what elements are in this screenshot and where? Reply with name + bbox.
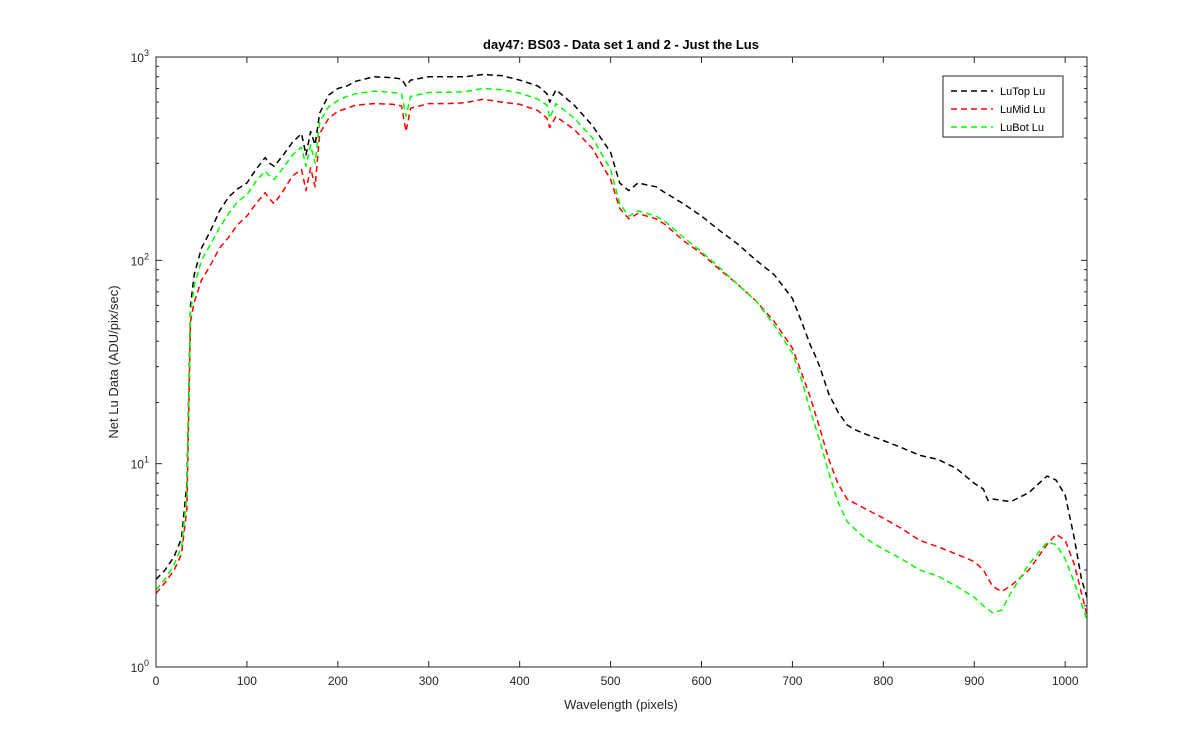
x-tick-label: 400 (510, 674, 530, 688)
y-axis-title: Net Lu Data (ADU/pix/sec) (106, 285, 121, 438)
legend-entries: LuTop Lu LuMid Lu LuBot Lu (951, 86, 1045, 134)
series-line-1 (155, 98, 1088, 616)
legend-label: LuMid Lu (1000, 104, 1045, 116)
legend-label: LuTop Lu (1000, 86, 1045, 98)
y-tick-label: 101 (131, 455, 149, 472)
x-tick-label: 200 (328, 674, 348, 688)
y-tick-label: 102 (131, 251, 149, 268)
x-tick-label: 1000 (1052, 674, 1079, 688)
x-tick-label: 500 (601, 674, 621, 688)
chart-title: day47: BS03 - Data set 1 and 2 - Just th… (483, 37, 759, 52)
series-line-2 (155, 87, 1088, 621)
x-axis-title: Wavelength (pixels) (564, 697, 678, 712)
axes-box (155, 56, 1088, 668)
y-tick-label: 103 (131, 48, 149, 65)
x-tick-label: 100 (237, 674, 257, 688)
legend: LuTop Lu LuMid Lu LuBot Lu (942, 75, 1064, 138)
tick-layer: 0 100 200 300 400 500 600 700 800 900 1000 100 101 10… (131, 48, 1087, 688)
x-tick-label: 0 (153, 674, 160, 688)
y-tick-label: 100 (131, 658, 149, 675)
series-line-0 (155, 73, 1088, 598)
x-tick-label: 900 (964, 674, 984, 688)
x-tick-label: 700 (782, 674, 802, 688)
legend-label: LuBot Lu (1000, 122, 1044, 134)
x-tick-label: 300 (419, 674, 439, 688)
plot-area (156, 57, 1087, 667)
x-tick-label: 800 (873, 674, 893, 688)
x-tick-label: 600 (691, 674, 711, 688)
series-layer (155, 73, 1088, 621)
